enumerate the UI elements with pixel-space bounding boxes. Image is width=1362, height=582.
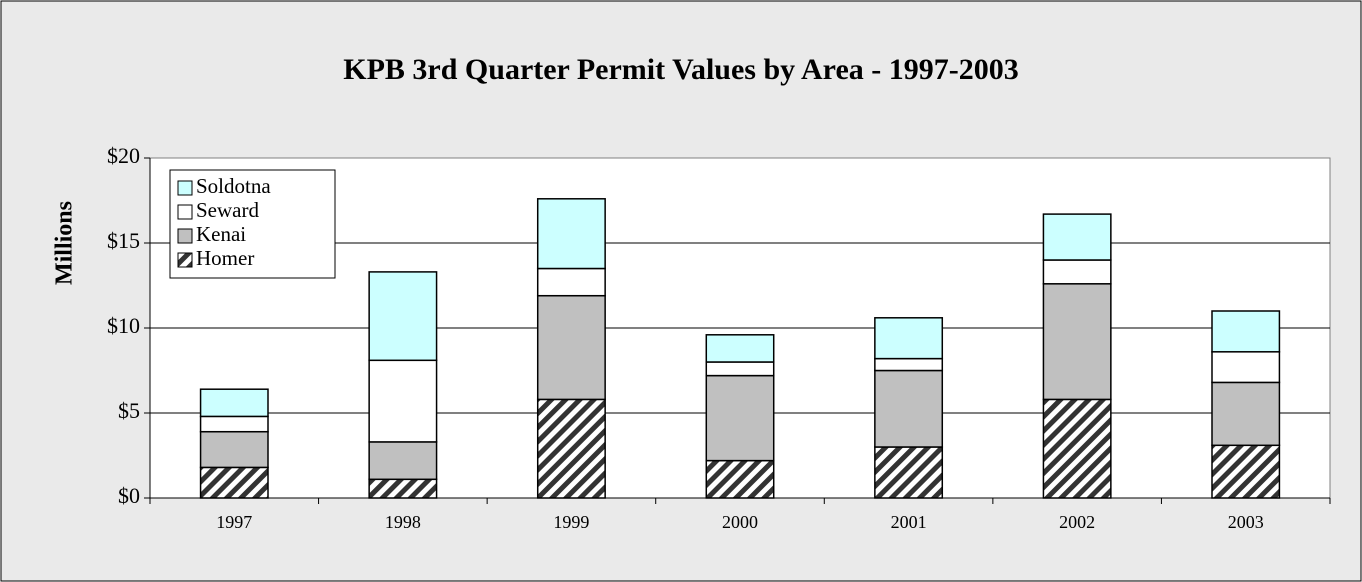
y-tick-label: $0	[118, 483, 140, 508]
x-tick-label: 2002	[1059, 512, 1095, 532]
bar-segment	[1042, 283, 1112, 401]
bar-segment	[705, 374, 775, 462]
bar-segment	[705, 459, 775, 499]
bar-segment	[874, 369, 944, 448]
bar-segment	[1211, 444, 1281, 499]
bar-segment	[199, 466, 269, 499]
x-tick-label: 1999	[553, 512, 589, 532]
x-tick-label: 2003	[1228, 512, 1264, 532]
bar-segment	[536, 267, 606, 297]
bar-segment	[368, 478, 438, 499]
y-tick-label: $20	[107, 143, 140, 168]
bar-segment	[1211, 381, 1281, 447]
legend-swatch	[177, 252, 193, 268]
bar-segment	[536, 294, 606, 401]
bar-segment	[705, 361, 775, 377]
y-tick-label: $5	[118, 398, 140, 423]
bar-segment	[368, 271, 438, 362]
x-tick-label: 1998	[385, 512, 421, 532]
bar-segment	[874, 357, 944, 372]
bar-segment	[199, 415, 269, 433]
legend-swatch	[177, 204, 193, 220]
bar-segment	[199, 430, 269, 469]
bar-segment	[1042, 398, 1112, 499]
bar-segment	[874, 446, 944, 499]
bar-segment	[1042, 213, 1112, 261]
bar-segment	[705, 334, 775, 363]
bar-segment	[199, 388, 269, 418]
legend-label: Kenai	[196, 222, 246, 246]
bar-segment	[368, 441, 438, 481]
bar-segment	[1211, 351, 1281, 384]
bar-segment	[536, 198, 606, 270]
bar-segment	[874, 317, 944, 360]
y-axis-label: Millions	[52, 201, 78, 285]
bar-segment	[368, 359, 438, 443]
y-tick-label: $15	[107, 228, 140, 253]
legend-swatch	[177, 180, 193, 196]
legend-label: Homer	[196, 246, 254, 270]
bar-segment	[1042, 259, 1112, 285]
legend-label: Soldotna	[196, 174, 271, 198]
x-tick-label: 2001	[891, 512, 927, 532]
legend-swatch	[177, 228, 193, 244]
y-tick-label: $10	[107, 313, 140, 338]
bar-segment	[1211, 310, 1281, 353]
bar-segment	[536, 398, 606, 499]
legend-box	[169, 169, 336, 279]
x-tick-label: 2000	[722, 512, 758, 532]
legend-label: Seward	[196, 198, 259, 222]
x-tick-label: 1997	[216, 512, 252, 532]
chart-title: KPB 3rd Quarter Permit Values by Area - …	[343, 53, 1019, 86]
